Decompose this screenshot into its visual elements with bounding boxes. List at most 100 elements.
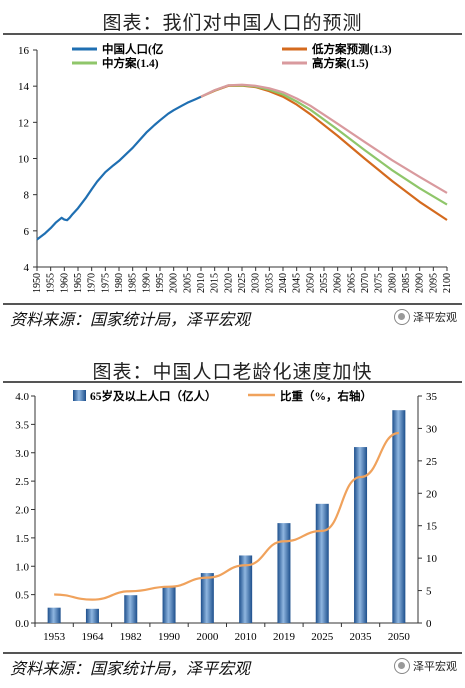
chart2-right-tick-label: 15 xyxy=(426,521,438,533)
chart1-x-tick-label: 1950 xyxy=(32,273,43,293)
chart1-x-tick-label: 2095 xyxy=(428,273,439,293)
chart1-x-tick-label: 2005 xyxy=(182,273,193,293)
chart2-x-tick-label: 1990 xyxy=(158,631,181,643)
chart2-left-tick-label: 3.0 xyxy=(15,448,29,460)
chart2-bar xyxy=(85,608,99,623)
chart2-right-tick-label: 0 xyxy=(426,618,432,630)
chart1-y-tick-label: 10 xyxy=(18,154,30,166)
chart1-x-tick-label: 2070 xyxy=(360,273,371,293)
chart2-logo-text: 泽平宏观 xyxy=(413,660,457,673)
chart1-series-line-1 xyxy=(200,84,448,221)
chart1-legend-label: 中方案(1.4) xyxy=(102,56,159,70)
chart2-logo: 泽平宏观 xyxy=(394,658,457,674)
chart2-x-tick-label: 2019 xyxy=(273,631,296,643)
chart2-left-tick-label: 3.5 xyxy=(15,419,29,431)
chart2-bar xyxy=(392,410,406,623)
chart2-x-tick-label: 1964 xyxy=(81,631,104,643)
chart2-right-tick-label: 20 xyxy=(426,488,438,500)
chart1-y-tick-label: 4 xyxy=(24,262,30,274)
chart2-source-text: 资料来源：国家统计局，泽平宏观 xyxy=(10,659,251,678)
chart1-x-tick-label: 2035 xyxy=(264,273,275,293)
chart1-title: 图表：我们对中国人口的预测 xyxy=(102,12,363,34)
chart1-y-tick-label: 6 xyxy=(24,226,30,238)
chart2-x-tick-label: 1953 xyxy=(43,631,66,643)
chart1-series-line-0 xyxy=(36,95,202,241)
chart1-x-tick-label: 2010 xyxy=(196,273,207,293)
chart2-bar xyxy=(239,555,253,623)
chart2-share-line xyxy=(54,431,400,601)
chart1-y-tick-label: 16 xyxy=(18,45,30,57)
chart1-x-tick-label: 2000 xyxy=(169,273,180,293)
chart2-right-tick-label: 30 xyxy=(426,423,438,435)
chart2-left-tick-label: 0.5 xyxy=(15,590,29,602)
chart2-right-tick-label: 25 xyxy=(426,456,438,468)
chart2-bar xyxy=(47,607,61,623)
chart2-legend-bar-swatch xyxy=(73,390,86,401)
chart1-x-tick-label: 1975 xyxy=(100,273,111,293)
chart1-source-bar: 资料来源：国家统计局，泽平宏观 泽平宏观 xyxy=(0,303,465,331)
chart2-bar xyxy=(277,523,291,623)
chart2-left-tick-label: 2.5 xyxy=(15,476,29,488)
chart1-x-tick-label: 1970 xyxy=(87,273,98,293)
chart1-x-tick-label: 2075 xyxy=(374,273,385,293)
chart2-legend-line-label: 比重（%，右轴） xyxy=(280,389,372,403)
chart1-x-tick-label: 2045 xyxy=(292,273,303,293)
chart1-x-tick-label: 1965 xyxy=(73,273,84,293)
chart1-x-tick-label: 2090 xyxy=(415,273,426,293)
chart1-y-tick-label: 8 xyxy=(24,190,30,202)
wechat-icon xyxy=(394,309,410,325)
aging-panel: 图表：中国人口老龄化速度加快 0.0 0.5 1.0 1.5 2.0 2.5 3.0 3.5 4… xyxy=(0,345,465,685)
chart1-y-tick-label: 14 xyxy=(18,81,30,93)
chart2-bar xyxy=(162,587,176,623)
chart1-series-line-2 xyxy=(200,84,448,206)
chart1-y-tick-label: 12 xyxy=(18,117,29,129)
chart2-left-tick-label: 2.0 xyxy=(15,505,29,517)
chart1-x-tick-label: 2100 xyxy=(442,273,453,293)
chart1-x-tick-label: 1995 xyxy=(155,273,166,293)
chart1-x-tick-label: 1960 xyxy=(59,273,70,293)
chart2-source-bar: 资料来源：国家统计局，泽平宏观 泽平宏观 xyxy=(0,652,465,680)
chart1-x-tick-label: 1985 xyxy=(128,273,139,293)
chart1-x-tick-label: 2065 xyxy=(346,273,357,293)
chart1-x-tick-label: 2050 xyxy=(305,273,316,293)
chart2-left-tick-label: 4.0 xyxy=(15,391,29,403)
chart1-logo: 泽平宏观 xyxy=(394,309,457,325)
chart2-x-tick-label: 2025 xyxy=(311,631,334,643)
chart2-bar xyxy=(315,503,329,623)
chart1-legend-label: 低方案预测(1.3) xyxy=(311,42,392,56)
chart2-left-tick-label: 1.0 xyxy=(15,561,29,573)
chart1-x-tick-label: 2015 xyxy=(210,273,221,293)
wechat-icon xyxy=(394,658,410,674)
chart2-top-rule xyxy=(3,381,462,383)
chart1-x-tick-label: 2025 xyxy=(237,273,248,293)
chart2-x-tick-label: 2010 xyxy=(235,631,258,643)
chart2-x-tick-label: 2035 xyxy=(350,631,373,643)
chart2-svg: 0.00.51.01.52.02.53.03.54.00510152025303… xyxy=(15,389,438,643)
chart1-x-tick-label: 2085 xyxy=(401,273,412,293)
chart2-bar xyxy=(354,447,368,623)
chart1-legend-label: 中国人口(亿 xyxy=(102,42,164,56)
chart1-legend-label: 高方案(1.5) xyxy=(312,56,369,70)
population-projection-panel: 图表：我们对中国人口的预测 4 6 8 10 12 14 16 1950 1955 1960 196… xyxy=(0,0,465,340)
chart2-bar xyxy=(124,595,138,623)
chart1-source-rule xyxy=(3,303,462,305)
chart1-x-tick-label: 1980 xyxy=(114,273,125,293)
chart1-x-tick-label: 2040 xyxy=(278,273,289,293)
chart2-left-tick-label: 1.5 xyxy=(15,533,29,545)
chart1-x-tick-label: 2020 xyxy=(223,273,234,293)
chart2-title: 图表：中国人口老龄化速度加快 xyxy=(92,361,373,383)
chart1-x-tick-label: 2055 xyxy=(319,273,330,293)
chart2-x-tick-label: 1982 xyxy=(120,631,142,643)
chart1-x-tick-label: 2030 xyxy=(251,273,262,293)
chart1-series-line-3 xyxy=(200,83,448,194)
chart2-source-rule xyxy=(3,652,462,654)
chart1-x-tick-label: 1990 xyxy=(141,273,152,293)
chart1-top-rule xyxy=(3,33,462,35)
chart2-x-tick-label: 2000 xyxy=(196,631,219,643)
chart1-x-tick-label: 1955 xyxy=(46,273,57,293)
chart2-right-tick-label: 10 xyxy=(426,553,438,565)
chart2-right-tick-label: 5 xyxy=(426,586,432,598)
chart2-x-tick-label: 2050 xyxy=(388,631,411,643)
chart1-source-text: 资料来源：国家统计局，泽平宏观 xyxy=(10,310,251,329)
